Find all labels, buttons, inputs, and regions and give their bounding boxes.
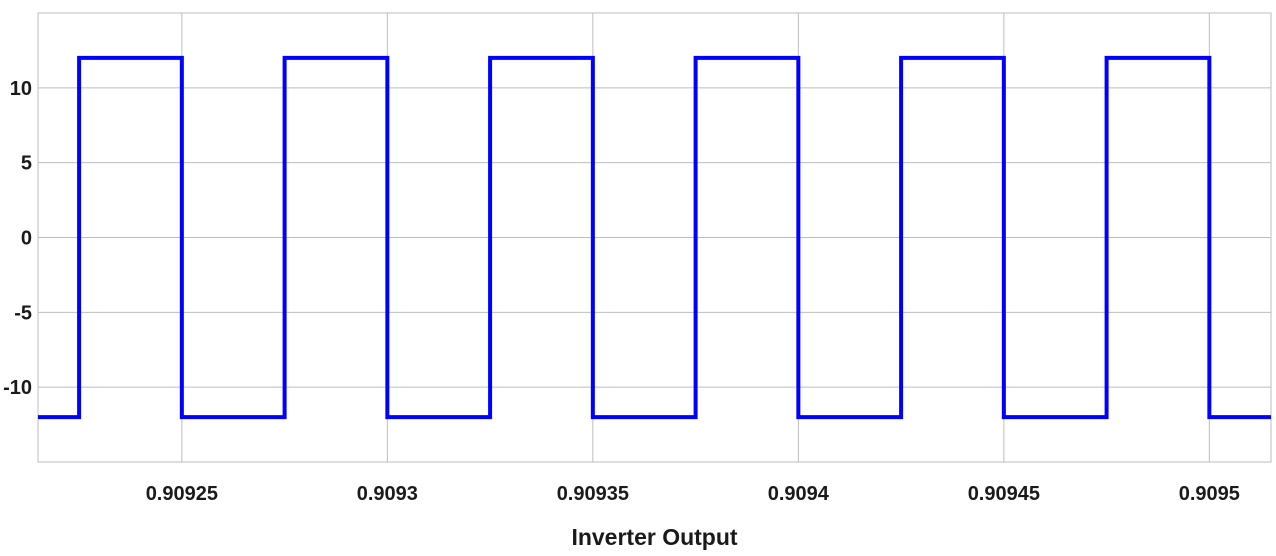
y-tick-label: 0: [21, 228, 32, 250]
plot-area-frame: [37, 12, 1272, 463]
x-tick-label: 0.9094: [768, 483, 830, 505]
x-tick-label: 0.90935: [557, 483, 629, 505]
y-tick-labels: -10 -5 0 5 10: [3, 78, 32, 399]
x-tick-labels: 0.90925 0.9093 0.90935 0.9094 0.90945 0.9095: [146, 483, 1240, 505]
series-layer: [38, 55, 1271, 420]
y-tick-label: -5: [14, 302, 32, 324]
y-tick-label: -10: [3, 377, 32, 399]
x-tick-label: 0.9095: [1179, 483, 1240, 505]
grid: [38, 13, 1271, 462]
y-tick-label: 5: [21, 153, 32, 175]
x-tick-label: 0.90945: [968, 483, 1040, 505]
x-tick-label: 0.9093: [357, 483, 418, 505]
series-line: [38, 55, 1271, 420]
y-tick-label: 10: [10, 78, 32, 100]
x-axis-title: Inverter Output: [571, 524, 737, 550]
x-tick-label: 0.90925: [146, 483, 218, 505]
